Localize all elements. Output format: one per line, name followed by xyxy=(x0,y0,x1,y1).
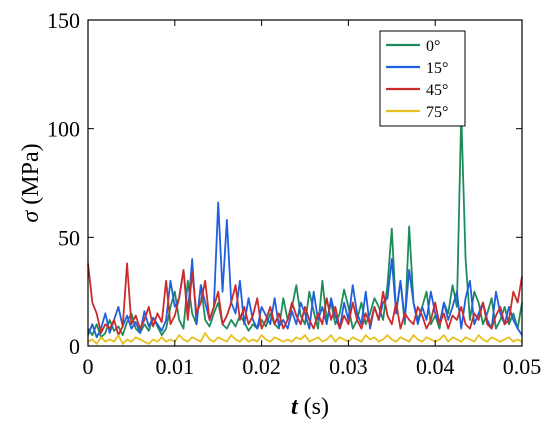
y-tick-label-1: 50 xyxy=(58,225,80,250)
legend-label-0: 0° xyxy=(426,38,440,55)
y-tick-label-0: 0 xyxy=(69,334,80,359)
x-tick-label-4: 0.04 xyxy=(416,354,455,379)
x-tick-label-0: 0 xyxy=(83,354,94,379)
legend: 0° 15° 45° 75° xyxy=(379,30,466,127)
plot-frame xyxy=(87,19,523,347)
x-axis-symbol: t xyxy=(291,394,299,420)
x-tick-label-2: 0.02 xyxy=(242,354,281,379)
legend-label-2: 45° xyxy=(426,82,448,99)
series-layer xyxy=(87,112,523,345)
y-axis-unit: (MPa) xyxy=(18,143,44,210)
legend-items: 0° 15° 45° 75° xyxy=(386,38,448,121)
y-axis-symbol: σ xyxy=(18,210,44,223)
x-axis-ticks: 0 0.01 0.02 0.03 0.04 0.05 xyxy=(83,20,542,379)
y-axis-label: σ (MPa) xyxy=(18,143,44,222)
series-line-3 xyxy=(87,332,523,345)
legend-label-3: 75° xyxy=(426,104,448,121)
x-axis-label: t (s) xyxy=(291,394,329,420)
x-tick-label-1: 0.01 xyxy=(156,354,195,379)
x-axis-unit: (s) xyxy=(298,394,329,420)
y-tick-label-2: 100 xyxy=(47,117,80,142)
x-tick-label-3: 0.03 xyxy=(329,354,368,379)
series-line-1 xyxy=(87,201,523,339)
x-tick-label-5: 0.05 xyxy=(503,354,542,379)
series-line-2 xyxy=(87,262,523,337)
y-axis-ticks: 0 50 100 150 xyxy=(47,8,522,359)
y-tick-label-3: 150 xyxy=(47,8,80,33)
series-line-0 xyxy=(87,112,523,339)
legend-label-1: 15° xyxy=(426,60,448,77)
